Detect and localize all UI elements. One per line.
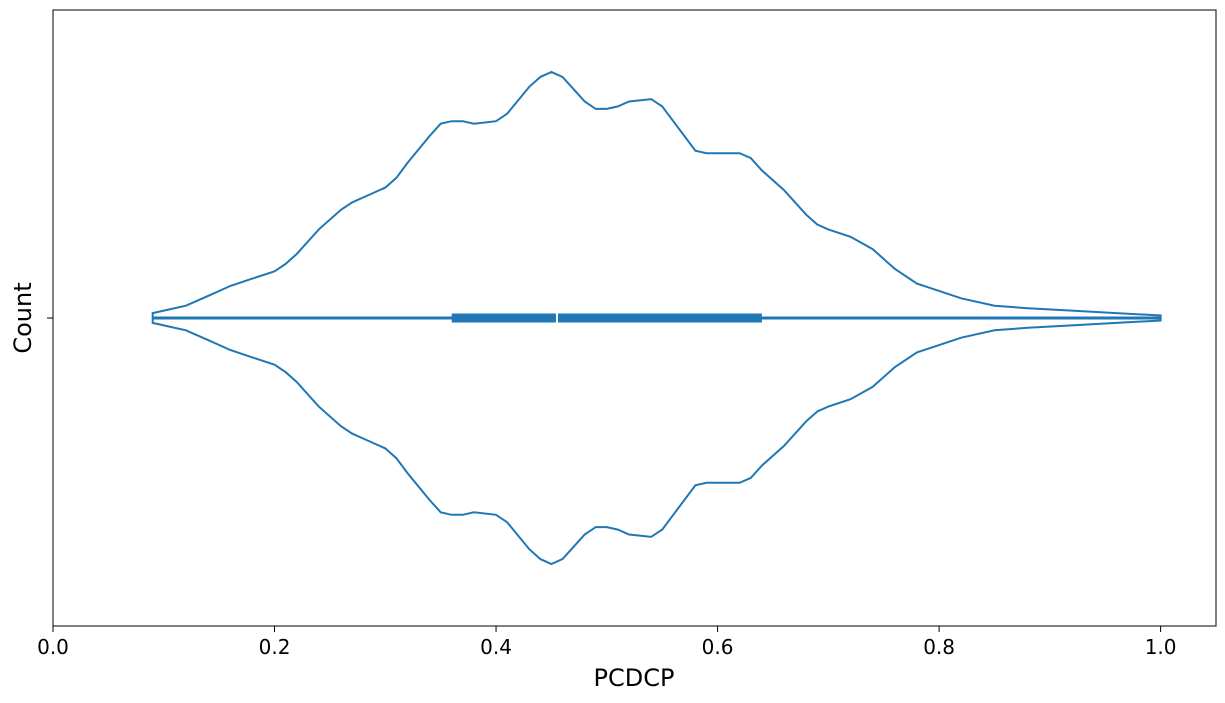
x-tick-label: 0.4	[480, 635, 512, 659]
x-tick-label: 0.8	[923, 635, 955, 659]
x-axis-label: PCDCP	[594, 664, 675, 692]
x-tick-label: 1.0	[1145, 635, 1177, 659]
violin-body	[151, 70, 1162, 566]
x-tick-label: 0.6	[702, 635, 734, 659]
x-tick-label: 0.0	[37, 635, 69, 659]
y-axis-label: Count	[9, 282, 37, 353]
x-axis-ticks: 0.0 0.2 0.4 0.6 0.8 1.0	[37, 626, 1177, 659]
x-tick-label: 0.2	[259, 635, 291, 659]
